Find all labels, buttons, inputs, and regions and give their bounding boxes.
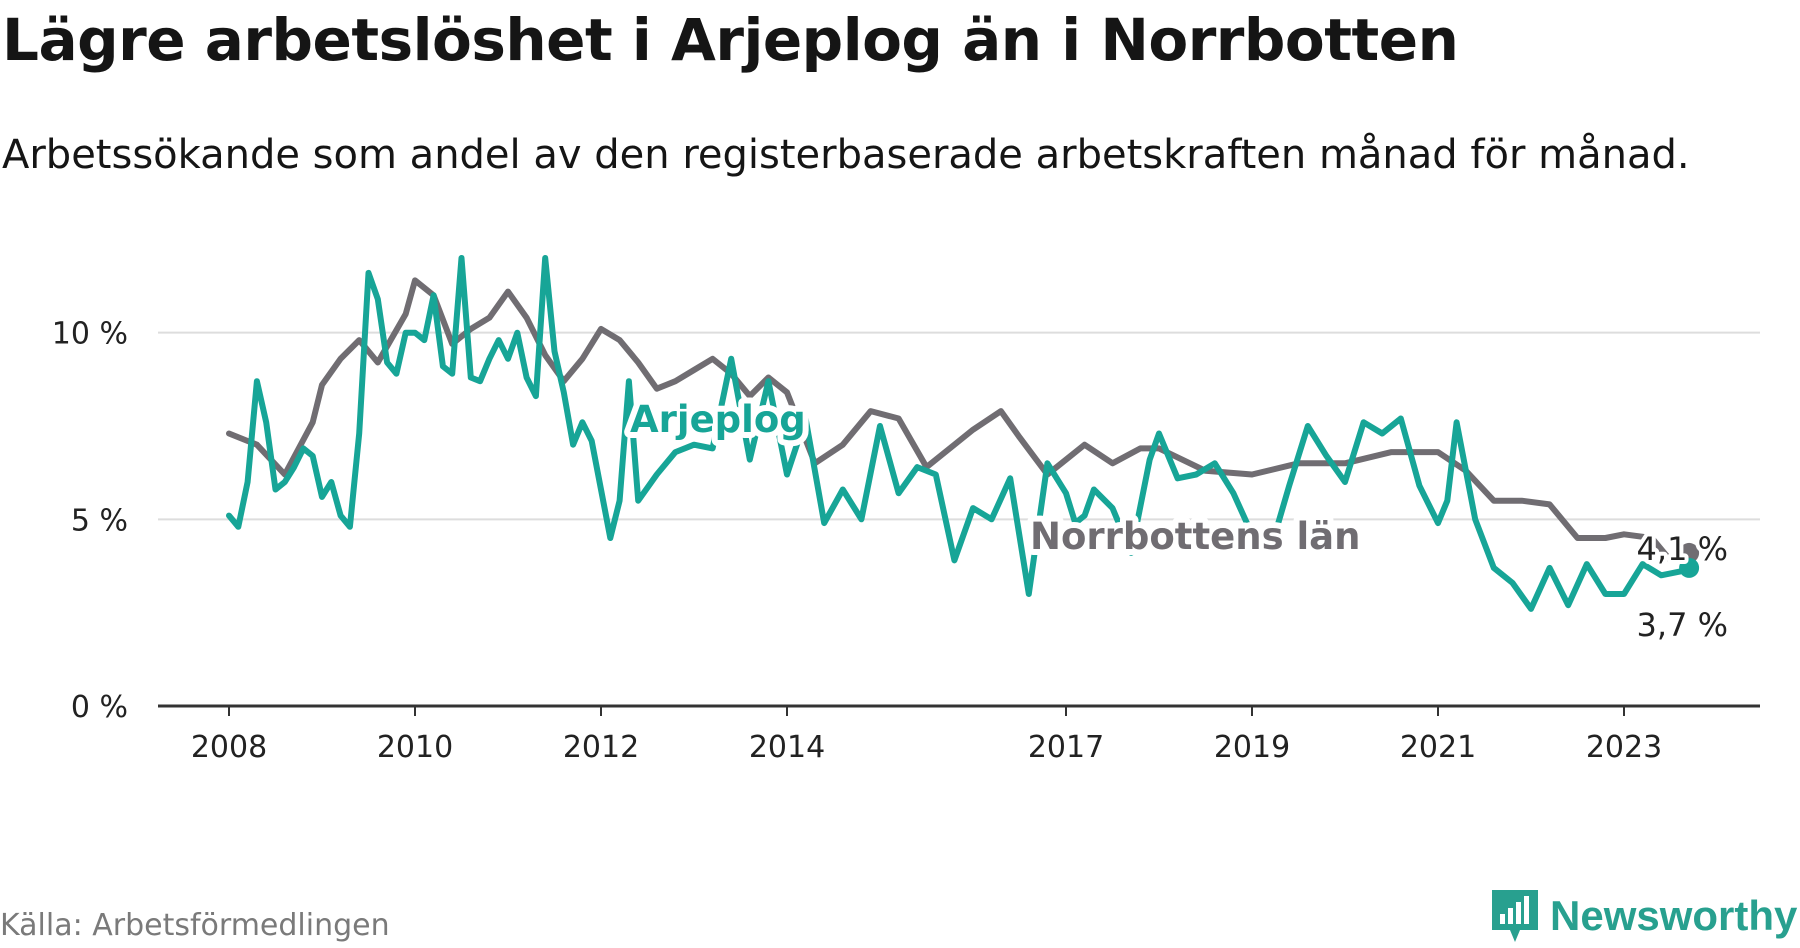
y-axis-ticks: 0 % 5 % 10 % [52,317,128,725]
x-tick-label: 2012 [563,730,639,765]
x-tick-label: 2014 [749,730,825,765]
x-tick-label: 2017 [1028,730,1104,765]
x-tick-label: 2010 [377,730,453,765]
series-labels: Norrbottens län Arjeplog 4,1 % 3,7 % [624,392,1732,648]
x-tick-label: 2008 [191,730,267,765]
y-tick-label: 10 % [52,317,128,352]
brand-label: Newsworthy [1550,892,1798,939]
chart-subtitle: Arbetssökande som andel av den registerb… [2,132,1690,178]
end-label-norrbotten: 4,1 % [1637,530,1728,568]
x-tick-label: 2021 [1400,730,1476,765]
x-tick-label: 2019 [1214,730,1290,765]
newsworthy-logo-icon [1492,890,1538,942]
grid-lines [158,331,1760,708]
y-tick-label: 5 % [71,503,128,538]
series-lines [226,255,1700,612]
series-line-arjeplog [226,255,1693,612]
series-label-norrbotten: Norrbottens län [1030,515,1361,558]
end-label-arjeplog: 3,7 % [1637,606,1728,644]
y-tick-label: 0 % [71,690,128,725]
series-label-arjeplog: Arjeplog [630,398,806,441]
source-note: Källa: Arbetsförmedlingen [0,908,390,943]
brand-logo[interactable]: Newsworthy [1490,888,1797,944]
x-tick-label: 2023 [1586,730,1662,765]
x-axis-ticks: 2008 2010 2012 2014 2017 2019 2021 2023 [191,706,1662,765]
chart-title: Lägre arbetslöshet i Arjeplog än i Norrb… [2,6,1459,74]
series-end-point [1679,542,1700,563]
series-end-point [1679,557,1700,578]
